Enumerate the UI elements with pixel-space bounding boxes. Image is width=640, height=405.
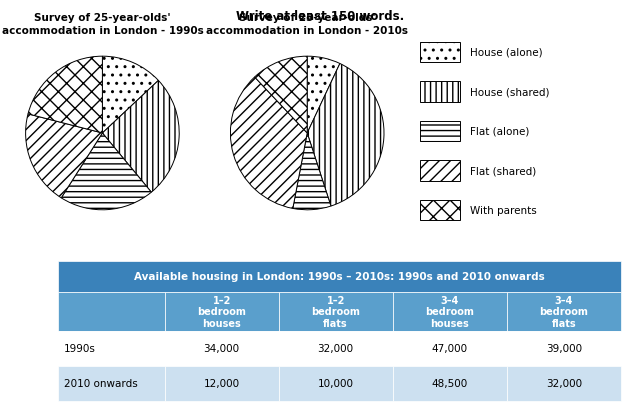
Bar (278, 292, 393, 331)
Bar (58, 292, 164, 331)
Text: 39,000: 39,000 (546, 343, 582, 354)
Wedge shape (102, 81, 179, 193)
Bar (58, 261, 621, 292)
Bar (278, 366, 393, 401)
Bar (164, 366, 278, 401)
FancyBboxPatch shape (420, 161, 460, 181)
Title: Survey of 25-year-olds'
accommodation in London - 2010s: Survey of 25-year-olds' accommodation in… (206, 13, 408, 36)
Bar (507, 366, 621, 401)
Text: 47,000: 47,000 (431, 343, 468, 354)
Text: 34,000: 34,000 (204, 343, 240, 354)
Bar (164, 331, 278, 366)
Text: Flat (alone): Flat (alone) (470, 127, 530, 136)
Text: 10,000: 10,000 (317, 379, 354, 388)
Bar (393, 366, 507, 401)
Text: Write at least 150 words.: Write at least 150 words. (236, 10, 404, 23)
FancyBboxPatch shape (420, 82, 460, 102)
Bar (507, 331, 621, 366)
Bar (393, 292, 507, 331)
Title: Survey of 25-year-olds'
accommodation in London - 1990s: Survey of 25-year-olds' accommodation in… (1, 13, 204, 36)
Bar (58, 331, 164, 366)
Text: With parents: With parents (470, 206, 537, 215)
Text: 1–2
bedroom
flats: 1–2 bedroom flats (311, 295, 360, 328)
Wedge shape (307, 57, 340, 134)
Wedge shape (28, 57, 102, 134)
Text: 2010 onwards: 2010 onwards (64, 379, 138, 388)
Bar (278, 331, 393, 366)
Text: 32,000: 32,000 (546, 379, 582, 388)
Wedge shape (61, 134, 151, 210)
Text: 3–4
bedroom
houses: 3–4 bedroom houses (426, 295, 474, 328)
FancyBboxPatch shape (420, 43, 460, 63)
Bar (164, 292, 278, 331)
Wedge shape (293, 134, 331, 210)
Text: House (shared): House (shared) (470, 87, 550, 97)
Bar (58, 366, 164, 401)
Text: House (alone): House (alone) (470, 48, 543, 58)
Text: Available housing in London: 1990s – 2010s: 1990s and 2010 onwards: Available housing in London: 1990s – 201… (134, 272, 545, 281)
FancyBboxPatch shape (420, 122, 460, 142)
Text: Flat (shared): Flat (shared) (470, 166, 537, 176)
Bar (393, 331, 507, 366)
Text: 32,000: 32,000 (317, 343, 354, 354)
Text: 1–2
bedroom
houses: 1–2 bedroom houses (197, 295, 246, 328)
Bar (507, 292, 621, 331)
Text: 12,000: 12,000 (204, 379, 240, 388)
Text: 1990s: 1990s (64, 343, 96, 354)
Wedge shape (230, 78, 307, 209)
Wedge shape (26, 115, 102, 198)
FancyBboxPatch shape (420, 200, 460, 221)
Wedge shape (307, 64, 384, 207)
Wedge shape (255, 57, 307, 134)
Wedge shape (102, 57, 158, 134)
Text: 3–4
bedroom
flats: 3–4 bedroom flats (540, 295, 588, 328)
Text: 48,500: 48,500 (431, 379, 468, 388)
